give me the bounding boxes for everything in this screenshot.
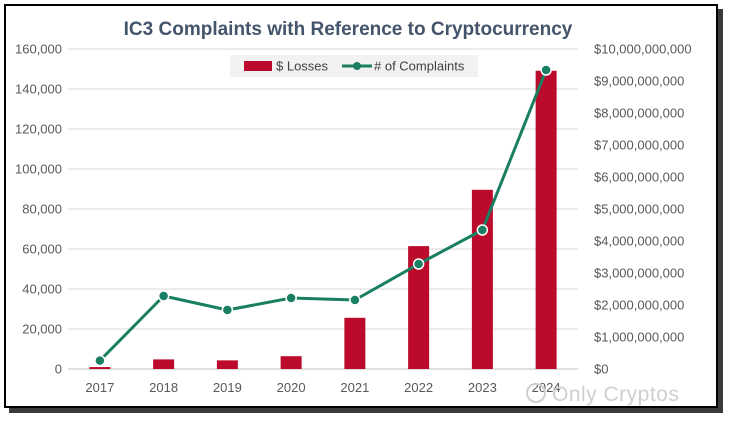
legend-marker-complaints [353,62,361,70]
left-axis-tick-label: 0 [55,362,62,377]
right-axis-tick-label: $6,000,000,000 [594,170,684,185]
right-axis-tick-label: $7,000,000,000 [594,138,684,153]
complaints-line [98,69,548,362]
right-axis-tick-label: $2,000,000,000 [594,298,684,313]
watermark: Only Cryptos [526,383,679,407]
bar-2024 [535,70,557,369]
right-axis-tick-label: $9,000,000,000 [594,74,684,89]
complaints-point-2020 [285,292,297,304]
legend-label-complaints: # of Complaints [374,59,465,74]
legend-label-losses: $ Losses [276,59,329,74]
left-axis-tick-label: 20,000 [22,322,62,337]
chart-title: IC3 Complaints with Reference to Cryptoc… [124,19,573,40]
x-axis-tick-label: 2021 [340,380,369,395]
left-axis-tick-label: 160,000 [15,42,62,57]
bar-2023 [471,189,493,369]
complaints-point-2017 [94,354,106,367]
bar-2019 [216,360,238,369]
left-axis-tick-label: 140,000 [15,82,62,97]
right-axis-tick-label: $1,000,000,000 [594,330,684,345]
complaints-point-2023 [476,224,489,236]
bar-2017 [89,367,111,369]
watermark-text: Only Cryptos [552,383,680,406]
right-axis-tick-label: $5,000,000,000 [594,202,684,217]
bar-2021 [344,317,366,369]
bar-2018 [153,359,175,369]
x-axis-tick-label: 2017 [85,380,114,395]
complaints-point-2022 [412,258,425,270]
x-axis-tick-label: 2020 [277,380,306,395]
bar-2022 [408,246,430,369]
complaints-point-2019 [221,304,234,316]
x-axis-tick-label: 2018 [149,380,178,395]
left-axis-tick-label: 40,000 [22,282,62,297]
right-axis-tick-label: $8,000,000,000 [594,106,684,121]
complaints-point-2021 [349,294,361,306]
right-axis-tick-label: $0 [594,362,608,377]
x-axis-tick-label: 2019 [213,380,242,395]
watermark-logo-icon [526,383,546,404]
left-axis-tick-label: 60,000 [22,242,62,257]
complaints-point-2024 [540,64,552,76]
x-axis-tick-label: 2022 [404,380,433,395]
right-axis-tick-label: $3,000,000,000 [594,266,684,281]
legend-swatch-losses [244,61,272,71]
right-axis-tick-label: $4,000,000,000 [594,234,684,249]
right-axis-tick-label: $10,000,000,000 [594,42,692,57]
x-axis-tick-label: 2023 [468,380,497,395]
left-axis-tick-label: 100,000 [15,162,62,177]
bar-2020 [280,356,302,369]
left-axis-tick-label: 120,000 [15,122,62,137]
complaints-point-2018 [157,290,170,302]
left-axis-tick-label: 80,000 [22,202,62,217]
